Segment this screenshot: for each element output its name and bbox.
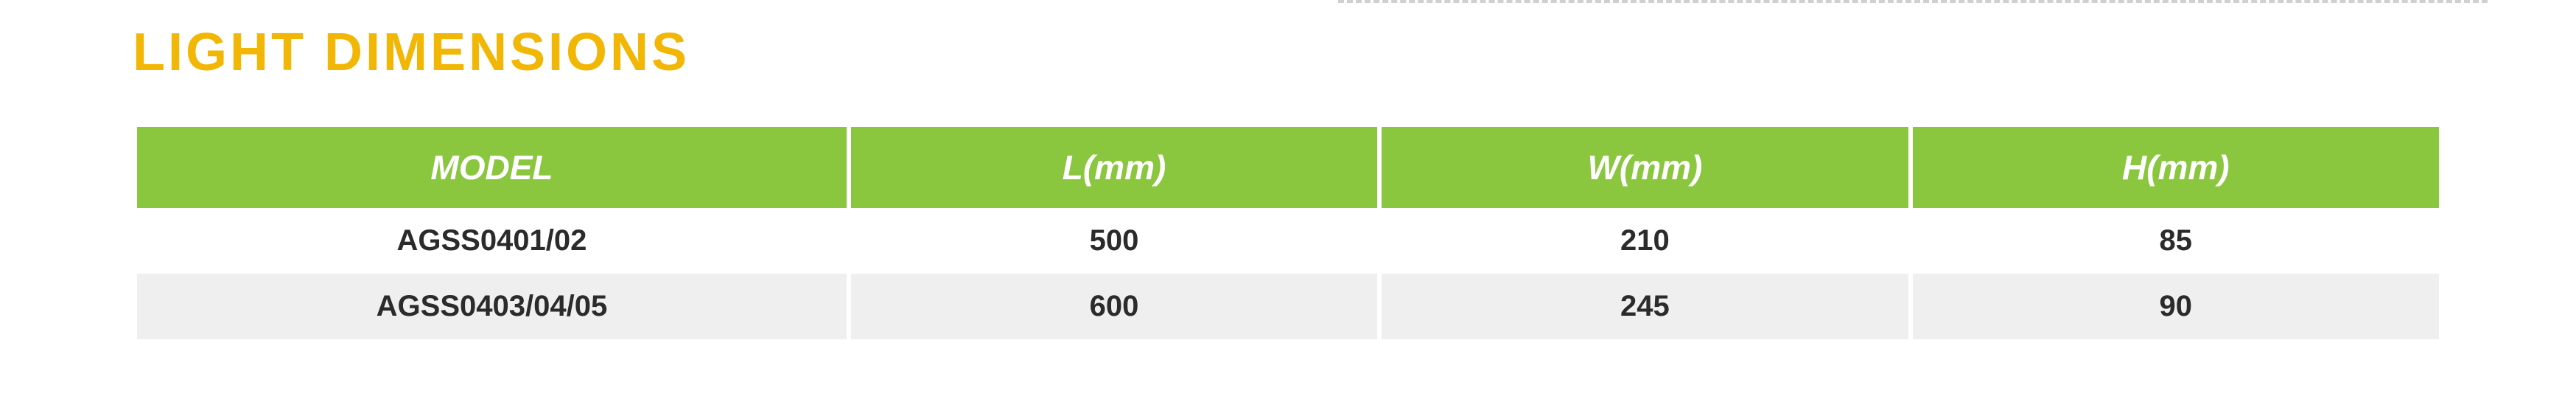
cell-h: 90 bbox=[1913, 274, 2439, 339]
cell-w: 210 bbox=[1382, 208, 1908, 274]
cell-h: 85 bbox=[1913, 208, 2439, 274]
cell-l: 600 bbox=[851, 274, 1377, 339]
header-model: MODEL bbox=[137, 127, 847, 208]
dimensions-table: MODEL L(mm) W(mm) H(mm) AGSS0401/02 500 … bbox=[133, 127, 2443, 339]
header-h: H(mm) bbox=[1913, 127, 2439, 208]
table-row: AGSS0403/04/05 600 245 90 bbox=[137, 274, 2439, 339]
cell-model: AGSS0401/02 bbox=[137, 208, 847, 274]
section-title: LIGHT DIMENSIONS bbox=[133, 22, 2443, 83]
cell-w: 245 bbox=[1382, 274, 1908, 339]
dashed-divider bbox=[1338, 0, 2488, 3]
header-w: W(mm) bbox=[1382, 127, 1908, 208]
content-wrapper: LIGHT DIMENSIONS MODEL L(mm) W(mm) H(mm)… bbox=[0, 0, 2576, 339]
table-header-row: MODEL L(mm) W(mm) H(mm) bbox=[137, 127, 2439, 208]
table-row: AGSS0401/02 500 210 85 bbox=[137, 208, 2439, 274]
header-l: L(mm) bbox=[851, 127, 1377, 208]
cell-l: 500 bbox=[851, 208, 1377, 274]
cell-model: AGSS0403/04/05 bbox=[137, 274, 847, 339]
